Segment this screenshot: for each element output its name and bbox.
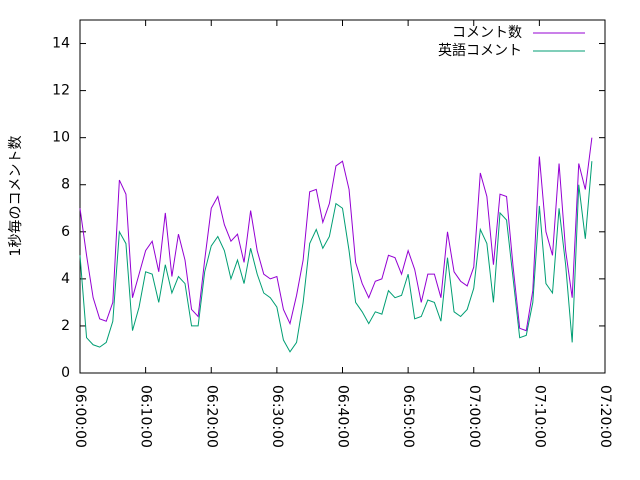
- x-tick-label: 07:00:00: [466, 385, 482, 448]
- plot-frame: [79, 19, 606, 374]
- legend-label: 英語コメント: [438, 42, 522, 59]
- y-tick-label: 12: [52, 83, 70, 99]
- y-tick-label: 14: [52, 36, 70, 52]
- x-tick-label: 06:10:00: [138, 385, 154, 448]
- x-tick-label: 06:50:00: [400, 385, 416, 448]
- y-tick-label: 10: [52, 130, 70, 146]
- x-tick-label: 07:10:00: [531, 385, 547, 448]
- legend-label: コメント数: [452, 25, 522, 41]
- series-line: [79, 137, 593, 332]
- y-tick-label: 6: [61, 224, 70, 240]
- y-tick-label: 0: [61, 365, 70, 381]
- x-tick-label: 06:00:00: [72, 385, 88, 448]
- x-tick-label: 06:30:00: [269, 385, 285, 448]
- y-tick-label: 4: [61, 271, 70, 287]
- series-line: [79, 161, 593, 353]
- y-tick-label: 8: [61, 177, 70, 193]
- y-tick-label: 2: [61, 318, 70, 334]
- x-tick-label: 07:20:00: [597, 385, 613, 448]
- y-axis-label: 1秒毎のコメント数: [8, 136, 24, 257]
- x-tick-label: 06:20:00: [203, 385, 219, 448]
- x-tick-label: 06:40:00: [335, 385, 351, 448]
